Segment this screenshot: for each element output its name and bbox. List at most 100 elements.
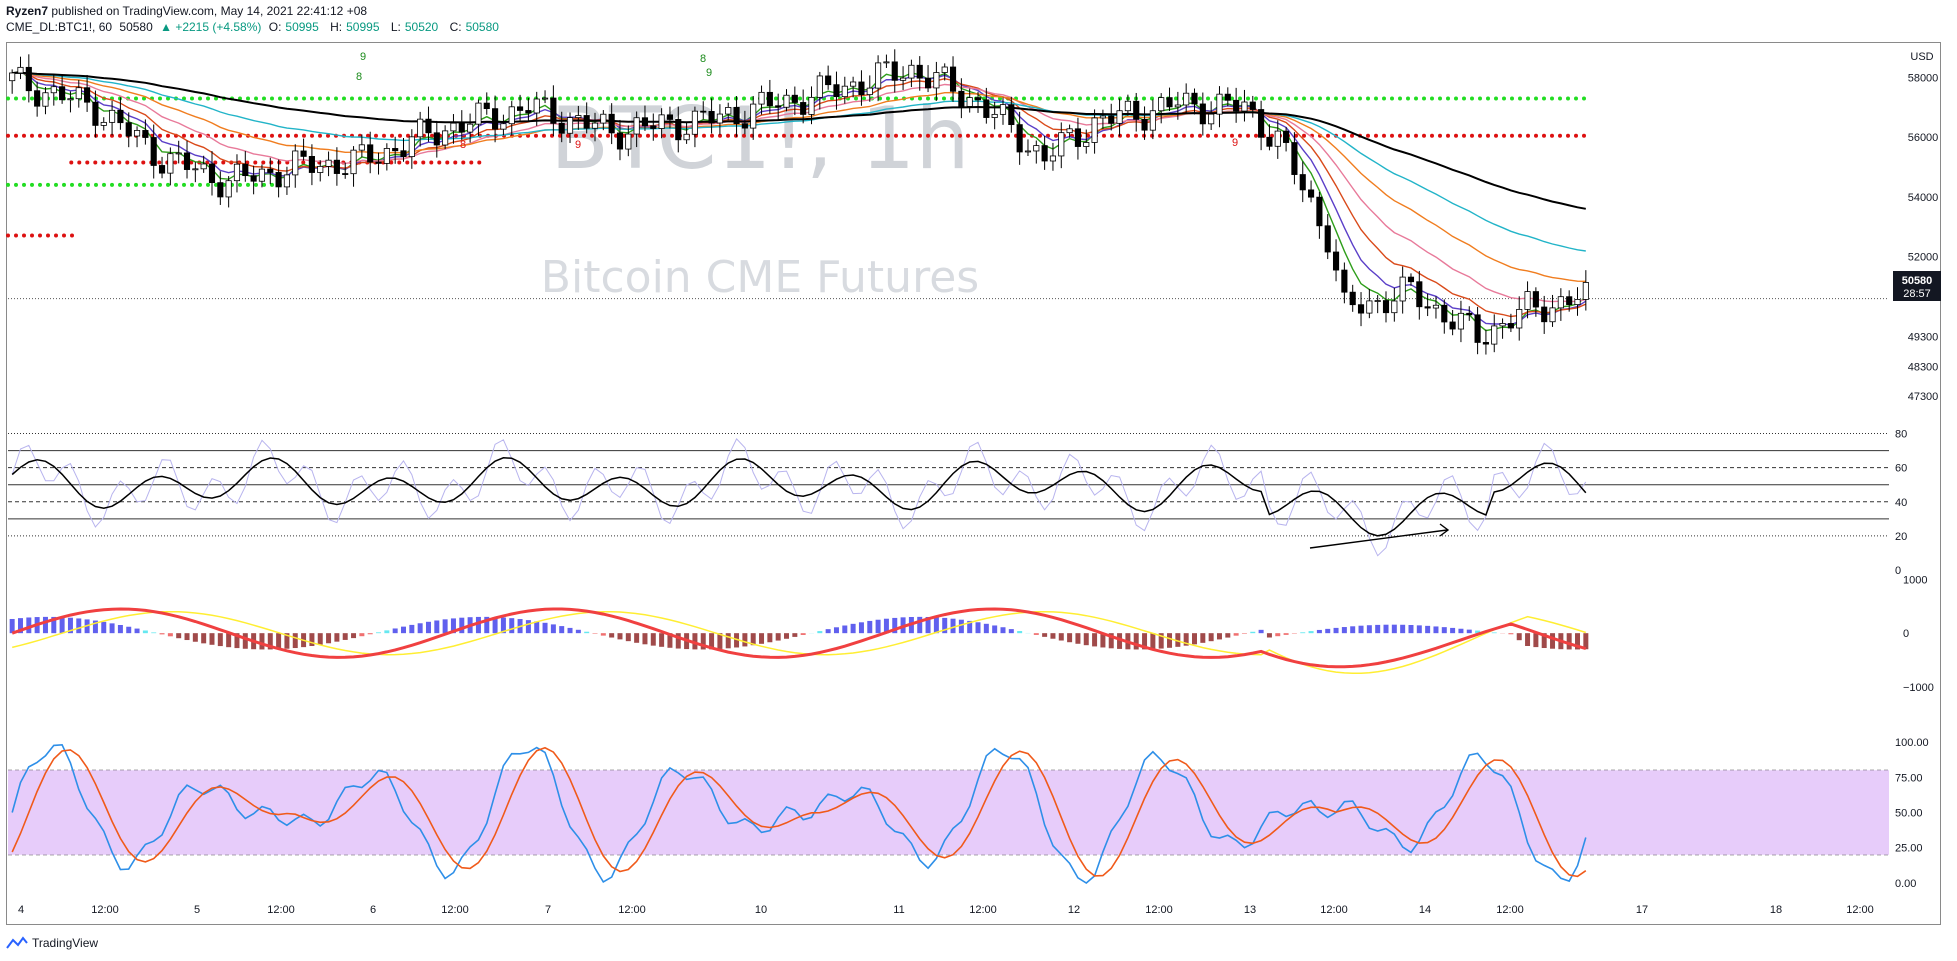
level-dot (14, 133, 18, 138)
macd-histogram-bar (975, 622, 981, 634)
level-dot (966, 133, 970, 138)
level-dot (1566, 96, 1570, 101)
macd-histogram-bar (126, 626, 132, 634)
candle-body (267, 168, 274, 173)
candle-body (142, 130, 149, 138)
candle-body (1582, 282, 1589, 300)
level-dot (54, 133, 58, 138)
level-dot (1294, 96, 1298, 101)
divergence-arrow (1309, 529, 1448, 549)
author-name[interactable]: Ryzen7 (6, 4, 49, 18)
candle-body (1116, 110, 1123, 124)
macd-axis-tick: 0 (1903, 628, 1909, 640)
level-dot (934, 133, 938, 138)
macd-histogram-bar (775, 633, 781, 641)
footer[interactable]: TradingView (6, 936, 98, 950)
level-dot (1158, 133, 1162, 138)
candle-body (1008, 104, 1015, 126)
level-dot (230, 133, 234, 138)
level-dot (1038, 96, 1042, 101)
macd-histogram-bar (625, 633, 631, 642)
level-dot (1030, 96, 1034, 101)
level-dot (30, 233, 34, 238)
level-dot (286, 96, 290, 101)
macd-histogram-bar (342, 633, 348, 640)
level-dot (198, 133, 202, 138)
level-dot (1542, 133, 1546, 138)
level-dot (54, 182, 58, 187)
level-dot (1262, 96, 1266, 101)
candle-body (67, 98, 74, 101)
level-dot (14, 182, 18, 187)
macd-histogram-bar (917, 616, 923, 634)
macd-histogram-bar (525, 620, 531, 634)
candle-body (250, 175, 257, 182)
symbol-label[interactable]: CME_DL:BTC1!, 60 (6, 20, 113, 34)
candle-body (450, 122, 457, 132)
tradingview-logo-icon (6, 936, 28, 949)
open-label: O: 50995 (268, 20, 319, 34)
level-dot (294, 96, 298, 101)
level-dot (1558, 133, 1562, 138)
candle-body (1499, 323, 1506, 327)
level-dot (1374, 133, 1378, 138)
macd-histogram-bar (326, 633, 332, 644)
level-dot (246, 96, 250, 101)
level-dot (990, 133, 994, 138)
level-dot (1230, 133, 1234, 138)
level-dot (734, 133, 738, 138)
level-dot (141, 160, 146, 165)
level-dot (1070, 96, 1074, 101)
macd-histogram-bar (1000, 627, 1006, 634)
level-dot (38, 233, 42, 238)
time-axis-tick: 17 (1636, 904, 1648, 916)
level-dot (429, 160, 434, 165)
candle-body (908, 64, 915, 79)
time-axis-tick: 7 (545, 904, 551, 916)
level-dot (1566, 133, 1570, 138)
level-dot (1310, 96, 1314, 101)
level-dot (62, 182, 66, 187)
macd-histogram-bar (475, 616, 481, 634)
macd-histogram-bar (717, 633, 723, 649)
macd-histogram-bar (942, 617, 948, 634)
level-dot (326, 133, 330, 138)
candle-body (924, 77, 932, 89)
macd-histogram-bar (26, 617, 32, 634)
candle-body (1133, 100, 1140, 120)
level-dot (342, 96, 346, 101)
candle-body (883, 61, 890, 64)
ema-line (12, 71, 1586, 282)
level-dot (133, 160, 138, 165)
level-dot (6, 96, 10, 101)
macd-histogram-bar (234, 633, 240, 649)
macd-histogram-bar (767, 633, 773, 643)
level-dot (1006, 133, 1010, 138)
stoch-d-line (11, 746, 1587, 878)
macd-histogram-bar (650, 633, 656, 646)
macd-histogram-bar (1158, 633, 1164, 649)
td-marker: 8 (356, 71, 362, 83)
level-dot (1502, 133, 1506, 138)
candle-body (766, 91, 773, 107)
level-dot (1462, 133, 1466, 138)
macd-histogram-bar (1266, 633, 1272, 638)
macd-histogram-bar (600, 633, 606, 636)
time-axis-tick: 12:00 (441, 904, 469, 916)
level-dot (854, 96, 858, 101)
time-axis-tick: 5 (194, 904, 200, 916)
candle-body (1566, 296, 1573, 306)
ema-line (12, 71, 1586, 303)
price-axis-tick: 48300 (1908, 361, 1939, 373)
level-dot (1550, 96, 1554, 101)
macd-histogram-bar (1241, 633, 1247, 634)
stoch-axis-tick: 100.00 (1895, 737, 1929, 749)
candle-body (1466, 312, 1473, 316)
candle-body (1249, 101, 1256, 110)
candle-body (675, 119, 682, 141)
level-dot (46, 182, 50, 187)
level-dot (94, 133, 98, 138)
level-dot (1190, 133, 1194, 138)
level-dot (630, 96, 634, 101)
